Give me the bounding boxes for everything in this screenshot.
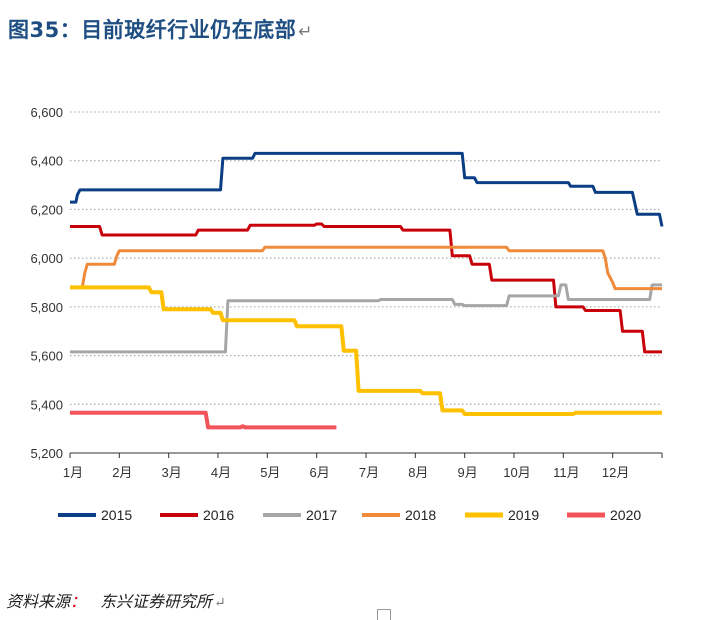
y-tick-label: 6,000 [30, 251, 63, 266]
series-line-2018 [70, 245, 662, 291]
y-tick-label: 5,400 [30, 397, 63, 412]
series-line-2020 [70, 410, 337, 430]
legend-label-2016: 2016 [203, 507, 234, 523]
series-line-2015 [70, 151, 664, 227]
paragraph-mark-icon: ↵ [214, 595, 226, 611]
source-note: 资料来源： 东兴证券研究所 ↵ [6, 588, 226, 612]
x-tick-label: 1月 [63, 465, 83, 480]
x-tick-label: 12月 [602, 465, 629, 480]
x-tick-label: 11月 [553, 465, 580, 480]
source-organization: 东兴证券研究所 [100, 592, 213, 611]
legend-label-2018: 2018 [405, 507, 436, 523]
y-tick-label: 6,400 [30, 154, 63, 169]
paragraph-mark-icon: ↵ [298, 22, 313, 42]
y-tick-label: 5,200 [30, 446, 63, 461]
legend-label-2019: 2019 [508, 507, 539, 523]
series-line-2016 [70, 222, 662, 354]
legend-label-2015: 2015 [101, 507, 132, 523]
figure-title-text: 图35：目前玻纤行业仍在底部 [8, 18, 297, 42]
source-colon: ： [70, 592, 87, 611]
series-lines [70, 151, 664, 430]
y-tick-label: 6,600 [30, 105, 63, 120]
x-tick-label: 2月 [112, 465, 132, 480]
legend-label-2020: 2020 [610, 507, 641, 523]
y-tick-label: 6,200 [30, 202, 63, 217]
x-tick-label: 8月 [408, 465, 428, 480]
figure-title: 图35：目前玻纤行业仍在底部 ↵ [8, 14, 313, 44]
x-tick-label: 5月 [260, 465, 280, 480]
x-tick-label: 10月 [503, 465, 530, 480]
source-label: 资料来源 [6, 592, 71, 611]
x-tick-label: 7月 [359, 465, 379, 480]
placeholder-box-icon [377, 609, 391, 620]
x-tick-label: 4月 [211, 465, 231, 480]
legend-label-2017: 2017 [306, 507, 337, 523]
series-line-2017 [70, 283, 662, 354]
x-tick-label: 9月 [458, 465, 478, 480]
y-tick-label: 5,800 [30, 300, 63, 315]
x-tick-label: 3月 [162, 465, 182, 480]
x-tick-label: 6月 [310, 465, 330, 480]
series-line-2019 [70, 285, 662, 416]
grid-lines [70, 111, 662, 405]
legend: 2015 2016 2017 2018 2019 2020 [58, 507, 641, 523]
axes: 5,200 5,400 5,600 5,800 6,000 6,200 6,400 6,600… [30, 105, 663, 480]
y-tick-label: 5,600 [30, 349, 63, 364]
